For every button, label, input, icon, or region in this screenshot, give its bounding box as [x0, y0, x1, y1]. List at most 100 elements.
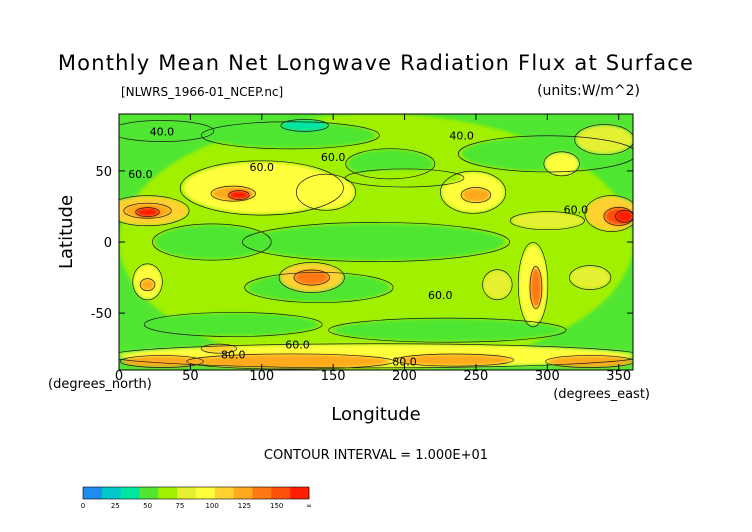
colorbar-tick-label: 0: [81, 502, 85, 510]
field-regions: [119, 114, 633, 370]
colorbar-swatch: [101, 487, 121, 499]
y-unit-label: (degrees_north): [48, 377, 152, 392]
contour-line: [139, 278, 156, 292]
colorbar-tick-label: 100: [205, 502, 218, 510]
field-region: [570, 266, 611, 289]
field-region: [397, 354, 512, 366]
colorbar-tick-label: 25: [111, 502, 120, 510]
contour-line: [242, 222, 510, 262]
x-axis-title: Longitude: [331, 404, 421, 425]
colorbar-swatch: [271, 487, 291, 499]
contour-line: [278, 262, 345, 293]
contour-line: [345, 148, 436, 180]
field-region: [547, 355, 633, 368]
field-region: [461, 187, 491, 203]
contour-line: [603, 207, 633, 226]
file-label: [NLWRS_1966-01_NCEP.nc]: [121, 85, 283, 99]
contour-line: [119, 343, 633, 369]
contour-label: 80.0: [221, 349, 246, 362]
colorbar-swatch: [233, 487, 253, 499]
contour-label: 40.0: [150, 125, 175, 138]
contour-line: [344, 168, 465, 188]
field-region: [294, 270, 329, 285]
colorbar-swatch: [139, 487, 159, 499]
field-region: [297, 175, 355, 210]
x-tick-label: 350: [606, 369, 631, 384]
contour-line: [200, 121, 380, 150]
colorbar-swatch: [252, 487, 272, 499]
field-region: [281, 119, 328, 132]
contour-label: 40.0: [449, 130, 474, 143]
colorbar-swatch: [83, 487, 103, 499]
colorbar-frame: [82, 486, 310, 500]
colorbar-swatch: [177, 487, 197, 499]
contour-line: [394, 353, 515, 367]
contour-line: [228, 190, 250, 200]
x-tick-label: 200: [392, 369, 417, 384]
contour-line: [460, 187, 492, 203]
contour-line: [244, 272, 394, 303]
field-region: [511, 212, 584, 230]
contour-interval-label: CONTOUR INTERVAL = 1.000E+01: [264, 448, 488, 463]
contour-line: [186, 353, 395, 370]
colorbar-swatch: [120, 487, 140, 499]
contour-line: [509, 211, 585, 231]
field-region: [228, 190, 249, 200]
contour-line: [328, 317, 567, 343]
x-tick-label: 150: [321, 369, 346, 384]
contour-line: [132, 263, 163, 301]
y-axis-title: Latitude: [56, 195, 77, 269]
y-tick-label: -50: [91, 307, 112, 322]
contour-line: [440, 170, 507, 214]
colorbar-tick-label: 75: [175, 502, 184, 510]
field-region: [530, 267, 542, 308]
field-region: [190, 354, 391, 369]
x-tick-label: 0: [115, 369, 123, 384]
y-tick-label: 0: [104, 236, 112, 251]
colorbar-tick-label: 50: [143, 502, 152, 510]
contour-line: [545, 355, 633, 368]
contour-line: [295, 173, 357, 211]
contour-line: [457, 135, 633, 173]
contour-lines: [119, 118, 633, 370]
x-tick-label: 300: [535, 369, 560, 384]
field-region: [247, 223, 505, 261]
contour-line: [179, 160, 344, 216]
contour-line: [210, 185, 256, 202]
contour-line: [119, 355, 204, 368]
colorbar-swatch: [214, 487, 234, 499]
contour-line: [280, 118, 329, 132]
contour-label: 60.0: [285, 339, 310, 352]
contour-labels: 40.0 40.0 60.0 60.0 60.0 60.0 60.0 60.0 80.0 80.0: [128, 125, 588, 368]
field-region: [147, 313, 319, 336]
colorbar-swatch: [158, 487, 178, 499]
colorbar: 0 25 50 75 100 125 150 ∞: [81, 486, 312, 510]
contour-line: [293, 269, 330, 286]
x-axis: 0 50 100 150 200 250 300 350: [115, 114, 631, 384]
contour-line: [543, 151, 580, 177]
colorbar-tick-label: 125: [238, 502, 251, 510]
contour-line: [574, 124, 633, 156]
field-region: [204, 122, 376, 149]
y-axis: -50 0 50: [91, 165, 633, 322]
field-region: [544, 152, 579, 176]
plot-area: [119, 114, 633, 370]
contour-line: [615, 210, 633, 223]
chart-title: Monthly Mean Net Longwave Radiation Flux…: [58, 51, 694, 75]
field-region: [140, 278, 155, 291]
x-tick-label: 250: [464, 369, 489, 384]
contour-line: [200, 343, 238, 354]
colorbar-swatch: [290, 487, 310, 499]
contour-line: [152, 223, 272, 261]
contour-line: [123, 202, 172, 219]
contour-line: [119, 120, 215, 142]
x-tick-label: 50: [182, 369, 199, 384]
contour-label: 60.0: [128, 168, 153, 181]
colorbar-tick-label: 150: [270, 502, 283, 510]
contour-line: [569, 265, 612, 290]
colorbar-tick-label: ∞: [306, 502, 312, 510]
field-region: [483, 270, 512, 299]
contour-line: [482, 269, 513, 301]
field-region: [119, 121, 212, 142]
contour-line: [119, 195, 190, 227]
